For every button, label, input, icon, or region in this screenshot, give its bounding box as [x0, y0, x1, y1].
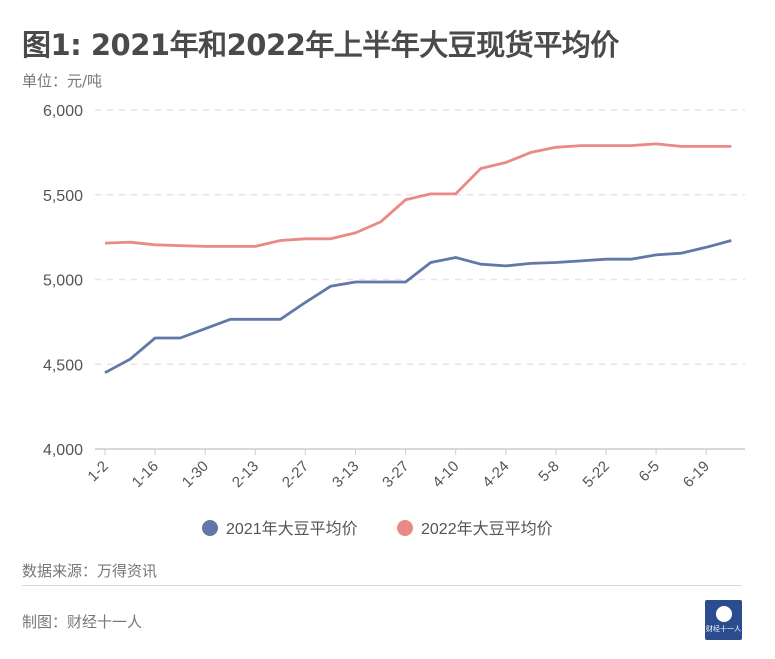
legend-marker-icon [397, 520, 413, 536]
brand-logo: 财经十一人 [705, 600, 742, 640]
series-line-2022 [104, 142, 732, 248]
series-line-2021 [104, 239, 732, 374]
legend-label[interactable]: 2021年大豆平均价 [226, 520, 358, 538]
x-tick-label: 2-13 [229, 458, 262, 491]
divider [22, 585, 742, 586]
x-tick-label: 4-24 [479, 458, 512, 491]
y-tick-label: 6,000 [43, 103, 83, 120]
x-tick-label: 5-8 [535, 458, 562, 485]
chart-maker: 制图：财经十一人 [22, 613, 143, 631]
x-tick-label: 6-5 [636, 458, 663, 485]
data-source: 数据来源：万得资讯 [22, 562, 158, 580]
legend-marker-icon [202, 520, 218, 536]
legend-label[interactable]: 2022年大豆平均价 [421, 520, 553, 538]
x-tick-label: 1-16 [129, 458, 162, 491]
y-tick-label: 5,000 [43, 273, 83, 290]
chart-title: 图1: 2021年和2022年上半年大豆现货平均价 [22, 28, 619, 62]
y-tick-label: 4,500 [43, 357, 83, 374]
x-tick-label: 1-30 [179, 458, 212, 491]
x-tick-label: 4-10 [429, 458, 462, 491]
x-tick-label: 2-27 [279, 458, 312, 491]
line-chart: 4,000 4,500 5,000 5,500 6,000 1-2 1-16 1-30 2-13… [43, 103, 745, 538]
y-tick-label: 5,500 [43, 188, 83, 205]
x-tick-label: 3-27 [379, 458, 412, 491]
x-tick-label: 6-19 [680, 458, 713, 491]
x-tick-label: 5-22 [580, 458, 613, 491]
unit-label: 单位：元/吨 [22, 72, 103, 90]
x-tick-label: 3-13 [329, 458, 362, 491]
y-tick-label: 4,000 [43, 442, 83, 459]
x-tick-label: 1-2 [84, 458, 111, 485]
globe-icon [715, 606, 732, 622]
